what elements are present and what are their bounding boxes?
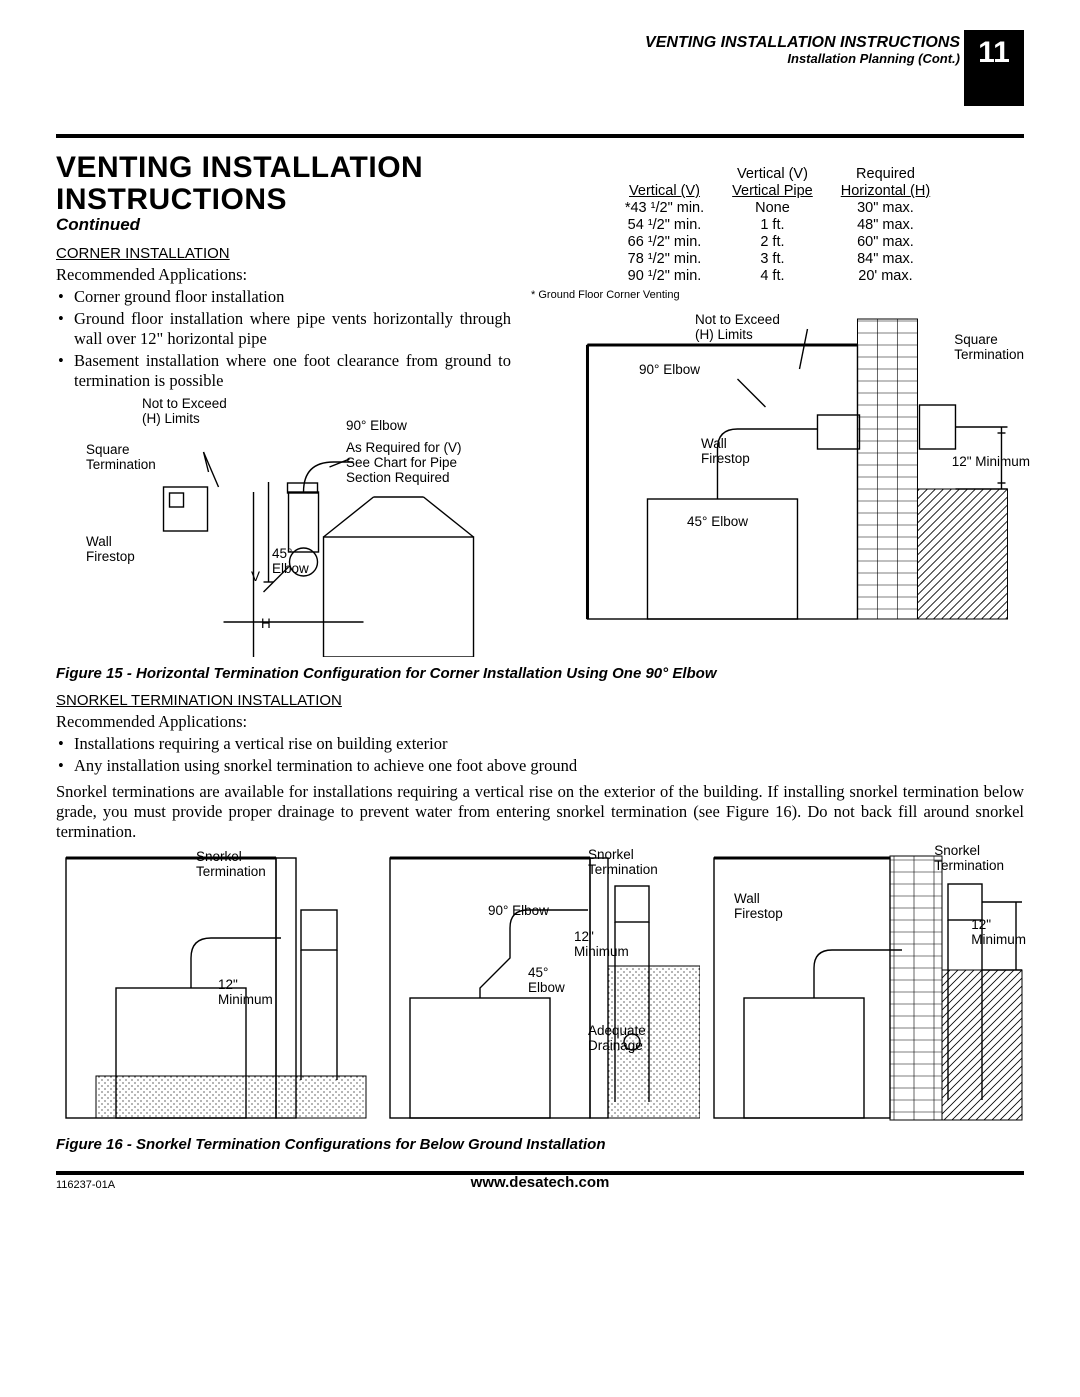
corner-heading: CORNER INSTALLATION: [56, 245, 511, 262]
footer-doc-id: 116237-01A: [56, 1179, 115, 1191]
table-footnote: * Ground Floor Corner Venting: [531, 289, 1024, 301]
label-square-term: Square Termination: [86, 443, 156, 473]
snorkel-bullets: Installations requiring a vertical rise …: [56, 734, 1024, 776]
label-drain: Adequate Drainage: [588, 1024, 646, 1054]
fig15-right-svg: [531, 309, 1024, 629]
label-90-elbow: 90° Elbow: [488, 904, 549, 919]
fig16-caption: Figure 16 - Snorkel Termination Configur…: [56, 1136, 1024, 1153]
label-snorkel: Snorkel Termination: [196, 850, 266, 880]
label-45: 45° Elbow: [272, 547, 309, 577]
label-wall: Wall Firestop: [734, 892, 783, 922]
td: None: [718, 200, 827, 217]
td: 20' max.: [827, 268, 944, 285]
label-90-elbow: 90° Elbow: [346, 419, 407, 434]
label-not-exceed: Not to Exceed (H) Limits: [142, 397, 227, 427]
td: 30" max.: [827, 200, 944, 217]
label-as-required: As Required for (V) See Chart for Pipe S…: [346, 441, 462, 486]
header-subtitle: Installation Planning (Cont.): [645, 52, 960, 67]
th: Required: [827, 166, 944, 183]
fig15-caption: Figure 15 - Horizontal Termination Confi…: [56, 665, 1024, 682]
td: 3 ft.: [718, 251, 827, 268]
label-12min: 12" Minimum: [952, 455, 1030, 470]
th: Vertical (V): [718, 166, 827, 183]
list-item: Any installation using snorkel terminati…: [74, 756, 1024, 776]
label-snorkel: Snorkel Termination: [588, 848, 658, 878]
label-12min: 12" Minimum: [971, 918, 1026, 948]
fig16-svg-3: [704, 848, 1024, 1128]
list-item: Ground floor installation where pipe ven…: [74, 309, 511, 349]
td: 90 ¹/2" min.: [611, 268, 718, 285]
label-not-exceed: Not to Exceed (H) Limits: [695, 313, 780, 343]
fig15-right-diagram: Not to Exceed (H) Limits 90° Elbow Squar…: [531, 309, 1024, 629]
fig16-svg-1: [56, 848, 376, 1128]
fig16-row: Snorkel Termination 12" Minimum Snorkel …: [56, 848, 1024, 1128]
label-wall-firestop: Wall Firestop: [701, 437, 750, 467]
footer: 116237-01A www.desatech.com: [56, 1171, 1024, 1191]
fig15-left-svg: [56, 397, 511, 657]
header-title: VENTING INSTALLATION INSTRUCTIONS: [645, 34, 960, 52]
corner-rec-label: Recommended Applications:: [56, 265, 511, 285]
th: Vertical (V): [611, 183, 718, 200]
main-title: VENTING INSTALLATION INSTRUCTIONS: [56, 152, 511, 215]
fig16-diagram-3: Snorkel Termination Wall Firestop 12" Mi…: [704, 848, 1024, 1128]
label-wall-firestop: Wall Firestop: [86, 535, 135, 565]
td: 1 ft.: [718, 217, 827, 234]
vent-table: Vertical (V)Required Vertical (V)Vertica…: [611, 166, 944, 285]
label-h: H: [261, 617, 271, 632]
snorkel-body: Snorkel terminations are available for i…: [56, 782, 1024, 842]
td: 84" max.: [827, 251, 944, 268]
td: 48" max.: [827, 217, 944, 234]
label-45: 45° Elbow: [687, 515, 748, 530]
td: 54 ¹/2" min.: [611, 217, 718, 234]
label-12min: 12" Minimum: [218, 978, 273, 1008]
th: Vertical Pipe: [718, 183, 827, 200]
td: 78 ¹/2" min.: [611, 251, 718, 268]
list-item: Installations requiring a vertical rise …: [74, 734, 1024, 754]
list-item: Corner ground floor installation: [74, 287, 511, 307]
header: VENTING INSTALLATION INSTRUCTIONS Instal…: [56, 30, 1024, 106]
continued: Continued: [56, 215, 511, 235]
fig15-left-diagram: Not to Exceed (H) Limits Square Terminat…: [56, 397, 511, 657]
td: *43 ¹/2" min.: [611, 200, 718, 217]
td: 60" max.: [827, 234, 944, 251]
label-v: V: [251, 570, 260, 585]
label-45: 45° Elbow: [528, 966, 565, 996]
td: 4 ft.: [718, 268, 827, 285]
td: 66 ¹/2" min.: [611, 234, 718, 251]
label-12min: 12" Minimum: [574, 930, 629, 960]
rule-top: [56, 134, 1024, 138]
label-snorkel: Snorkel Termination: [934, 844, 1004, 874]
td: 2 ft.: [718, 234, 827, 251]
snorkel-rec-label: Recommended Applications:: [56, 712, 1024, 732]
header-text: VENTING INSTALLATION INSTRUCTIONS Instal…: [645, 34, 960, 67]
footer-url: www.desatech.com: [471, 1174, 610, 1191]
corner-bullets: Corner ground floor installation Ground …: [56, 287, 511, 391]
fig16-diagram-1: Snorkel Termination 12" Minimum: [56, 848, 376, 1128]
label-90-elbow: 90° Elbow: [639, 363, 700, 378]
th: Horizontal (H): [827, 183, 944, 200]
snorkel-heading: SNORKEL TERMINATION INSTALLATION: [56, 692, 1024, 709]
page-number: 11: [964, 30, 1024, 106]
list-item: Basement installation where one foot cle…: [74, 351, 511, 391]
label-square-term: Square Termination: [954, 333, 1024, 363]
fig16-diagram-2: Snorkel Termination 90° Elbow 12" Minimu…: [380, 848, 700, 1128]
